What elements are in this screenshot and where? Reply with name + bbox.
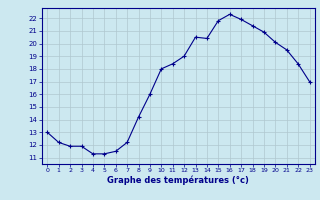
- X-axis label: Graphe des températures (°c): Graphe des températures (°c): [108, 176, 249, 185]
